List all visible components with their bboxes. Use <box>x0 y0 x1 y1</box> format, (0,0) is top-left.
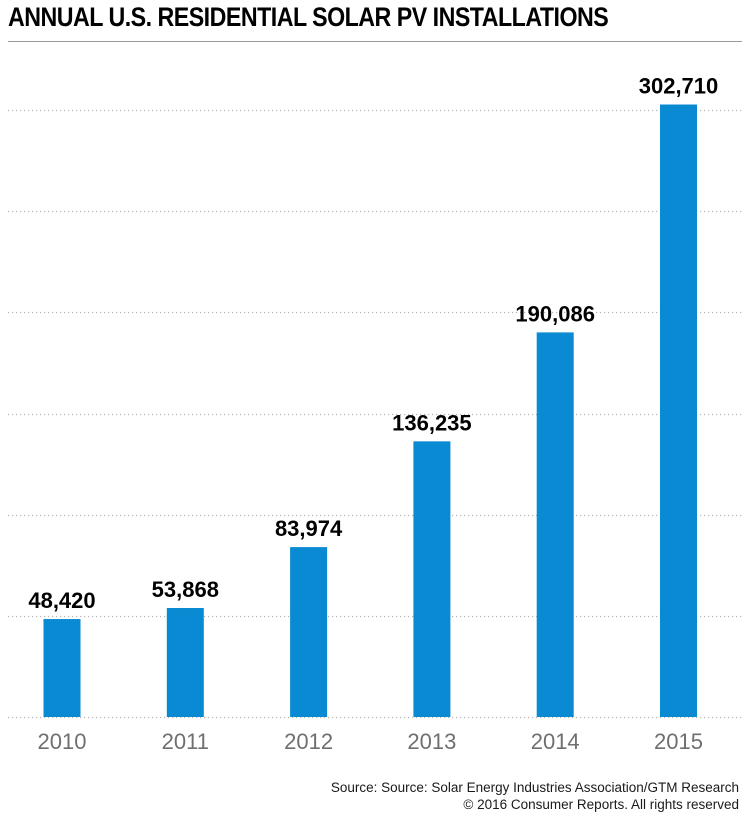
source-text: Source: Source: Solar Energy Industries … <box>330 780 739 795</box>
bars <box>43 104 697 717</box>
data-label: 136,235 <box>392 410 472 435</box>
source-note: Source: Source: Solar Energy Industries … <box>331 779 739 813</box>
data-labels: 48,420 53,868 83,974 136,235 190,086 302,710 <box>28 74 718 614</box>
bar-2010 <box>43 619 81 717</box>
x-tick-labels: 2010 2011 2012 2013 2014 2015 <box>38 729 703 754</box>
bar-2014 <box>536 332 574 717</box>
data-label: 83,974 <box>275 516 343 541</box>
data-label: 190,086 <box>515 301 595 326</box>
x-tick-label: 2013 <box>407 729 456 754</box>
bar-2015 <box>660 104 697 717</box>
x-tick-label: 2011 <box>162 729 209 754</box>
x-tick-label: 2012 <box>284 729 333 754</box>
x-tick-label: 2014 <box>531 729 580 754</box>
copyright-text: © 2016 Consumer Reports. All rights rese… <box>463 797 739 812</box>
gridlines <box>8 109 742 719</box>
chart-title: ANNUAL U.S. RESIDENTIAL SOLAR PV INSTALL… <box>8 2 609 32</box>
title-divider <box>8 41 742 42</box>
data-label: 302,710 <box>639 74 719 99</box>
bar-2011 <box>166 608 204 717</box>
bar-chart: 48,420 53,86883,974136,235190,086302,710 … <box>8 74 742 754</box>
bar-2013 <box>413 441 451 717</box>
data-label: 48,420 <box>28 588 95 613</box>
x-tick-label: 2015 <box>654 729 703 754</box>
data-label: 53,868 <box>152 577 219 602</box>
x-tick-label: 2010 <box>38 729 87 754</box>
bar-2012 <box>290 547 328 717</box>
